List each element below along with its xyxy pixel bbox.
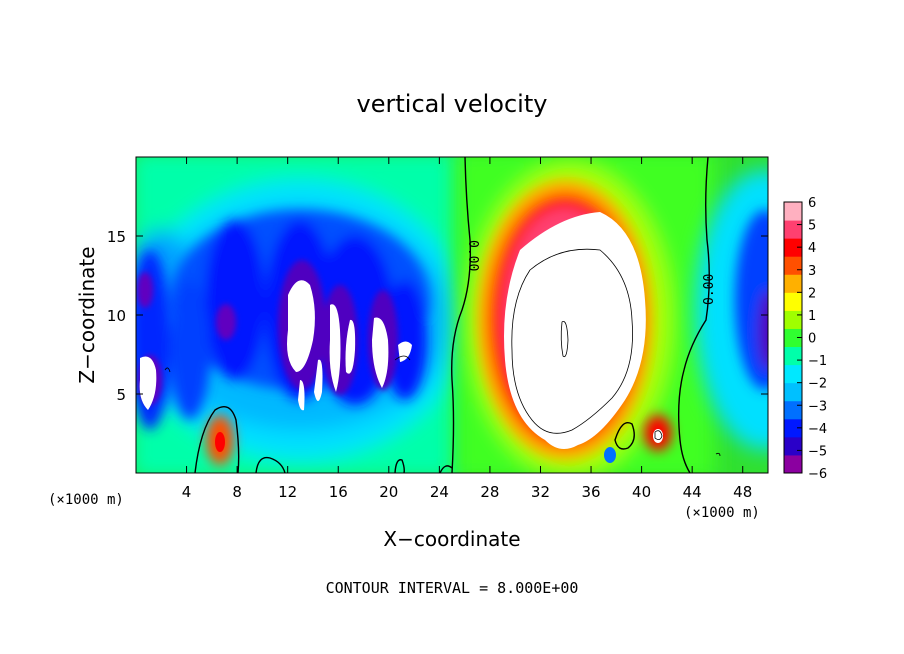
colorbar: 6 5 4 3 2 1 0 −1 −2 −3 −4 −5 −6	[783, 196, 827, 482]
colorbar-label: 4	[808, 241, 816, 256]
colorbar-label: 0	[808, 332, 816, 347]
x-tick-label: 16	[329, 483, 348, 501]
colorbar-swatch	[784, 328, 802, 348]
colorbar-label: −6	[808, 467, 827, 482]
x-unit-left: (×1000 m)	[48, 492, 124, 508]
x-unit-right: (×1000 m)	[684, 505, 760, 521]
y-ticks: 5 10 15	[107, 228, 768, 404]
colorbar-swatch	[784, 220, 802, 239]
x-tick-label: 48	[733, 483, 752, 501]
contour-label-right: 0.00	[702, 274, 717, 305]
y-tick-label: 5	[116, 386, 126, 404]
velocity-field: 0.00 0.00	[136, 157, 768, 473]
x-tick-label: 20	[379, 483, 398, 501]
x-tick-label: 4	[182, 483, 192, 501]
colorbar-label: 3	[808, 264, 816, 279]
colorbar-swatch	[784, 310, 802, 329]
colorbar-swatch	[784, 400, 802, 420]
colorbar-label: 6	[808, 196, 816, 211]
y-axis-label: Z−coordinate	[75, 246, 99, 383]
colorbar-swatch	[784, 364, 802, 384]
x-ticks: 4 8 12 16 20 24 28 32 36 40 44 48	[182, 157, 752, 501]
colorbar-label: 1	[808, 309, 816, 324]
colorbar-label: −5	[808, 444, 827, 459]
colorbar-swatch	[784, 238, 802, 257]
contour-label-left: 0.00	[465, 240, 480, 271]
colorbar-label: −4	[808, 422, 827, 437]
colorbar-label: 2	[808, 286, 816, 301]
colorbar-swatch	[784, 382, 802, 402]
x-tick-label: 32	[531, 483, 550, 501]
colorbar-swatch	[784, 256, 802, 275]
colorbar-label: −1	[808, 354, 827, 369]
colorbar-swatch	[784, 202, 802, 221]
colorbar-swatch	[784, 418, 802, 438]
x-tick-label: 12	[278, 483, 297, 501]
colorbar-swatch	[784, 436, 802, 456]
y-tick-label: 10	[107, 307, 126, 325]
contour-interval-note: CONTOUR INTERVAL = 8.000E+00	[326, 579, 579, 597]
colorbar-swatch	[784, 292, 802, 311]
x-tick-label: 24	[430, 483, 449, 501]
x-tick-label: 28	[480, 483, 499, 501]
colorbar-swatch	[784, 346, 802, 366]
colorbar-label: 5	[808, 219, 816, 234]
colorbar-label: −2	[808, 377, 827, 392]
chart-title: vertical velocity	[357, 90, 548, 118]
colorbar-swatch	[784, 454, 802, 474]
x-axis-label: X−coordinate	[383, 527, 520, 551]
x-tick-label: 44	[683, 483, 702, 501]
y-tick-label: 15	[107, 228, 126, 246]
colorbar-swatch	[784, 274, 802, 293]
x-tick-label: 36	[581, 483, 600, 501]
x-tick-label: 40	[632, 483, 651, 501]
x-tick-label: 8	[232, 483, 242, 501]
colorbar-label: −3	[808, 399, 827, 414]
